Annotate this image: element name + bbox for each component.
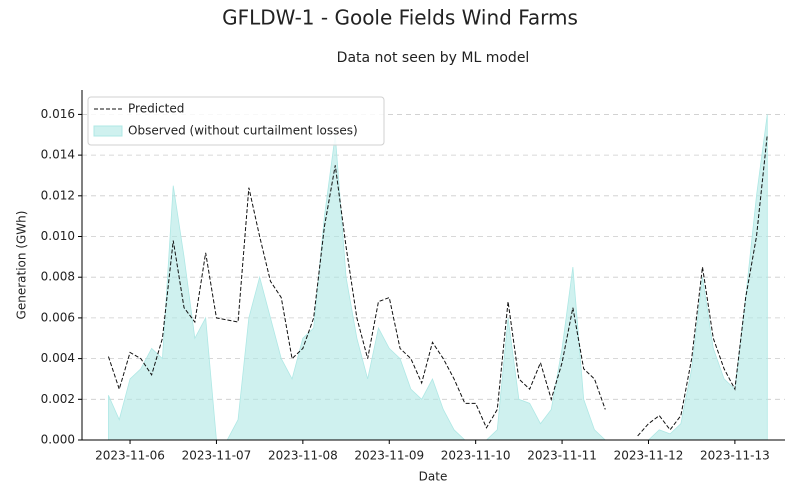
y-tick-label: 0.002 bbox=[41, 392, 75, 406]
legend-swatch bbox=[93, 125, 123, 137]
x-tick-label: 2023-11-10 bbox=[441, 449, 511, 463]
y-tick-label: 0.008 bbox=[41, 270, 75, 284]
x-tick-label: 2023-11-12 bbox=[614, 449, 684, 463]
y-tick-label: 0.004 bbox=[41, 351, 75, 365]
x-tick-label: 2023-11-13 bbox=[700, 449, 770, 463]
y-tick-label: 0.014 bbox=[41, 148, 75, 162]
predicted-line bbox=[107, 134, 768, 437]
x-tick-label: 2023-11-09 bbox=[354, 449, 424, 463]
y-axis-label: Generation (GWh) bbox=[15, 211, 29, 320]
legend-box bbox=[87, 96, 385, 146]
chart-title: GFLDW-1 - Goole Fields Wind Farms bbox=[222, 6, 578, 30]
observed-area bbox=[108, 114, 768, 441]
legend-label: Predicted bbox=[128, 102, 184, 116]
x-tick-label: 2023-11-08 bbox=[268, 449, 338, 463]
x-tick-label: 2023-11-11 bbox=[527, 449, 597, 463]
legend-label: Observed (without curtailment losses) bbox=[128, 124, 358, 138]
y-tick-label: 0.012 bbox=[41, 188, 75, 202]
y-tick-label: 0.016 bbox=[41, 107, 75, 121]
y-tick-label: 0.000 bbox=[41, 433, 75, 447]
x-tick-label: 2023-11-07 bbox=[182, 449, 252, 463]
y-tick-label: 0.010 bbox=[41, 229, 75, 243]
x-axis-label: Date bbox=[419, 470, 448, 484]
chart-subtitle: Data not seen by ML model bbox=[337, 50, 530, 66]
x-tick-label: 2023-11-06 bbox=[95, 449, 165, 463]
y-tick-label: 0.006 bbox=[41, 310, 75, 324]
